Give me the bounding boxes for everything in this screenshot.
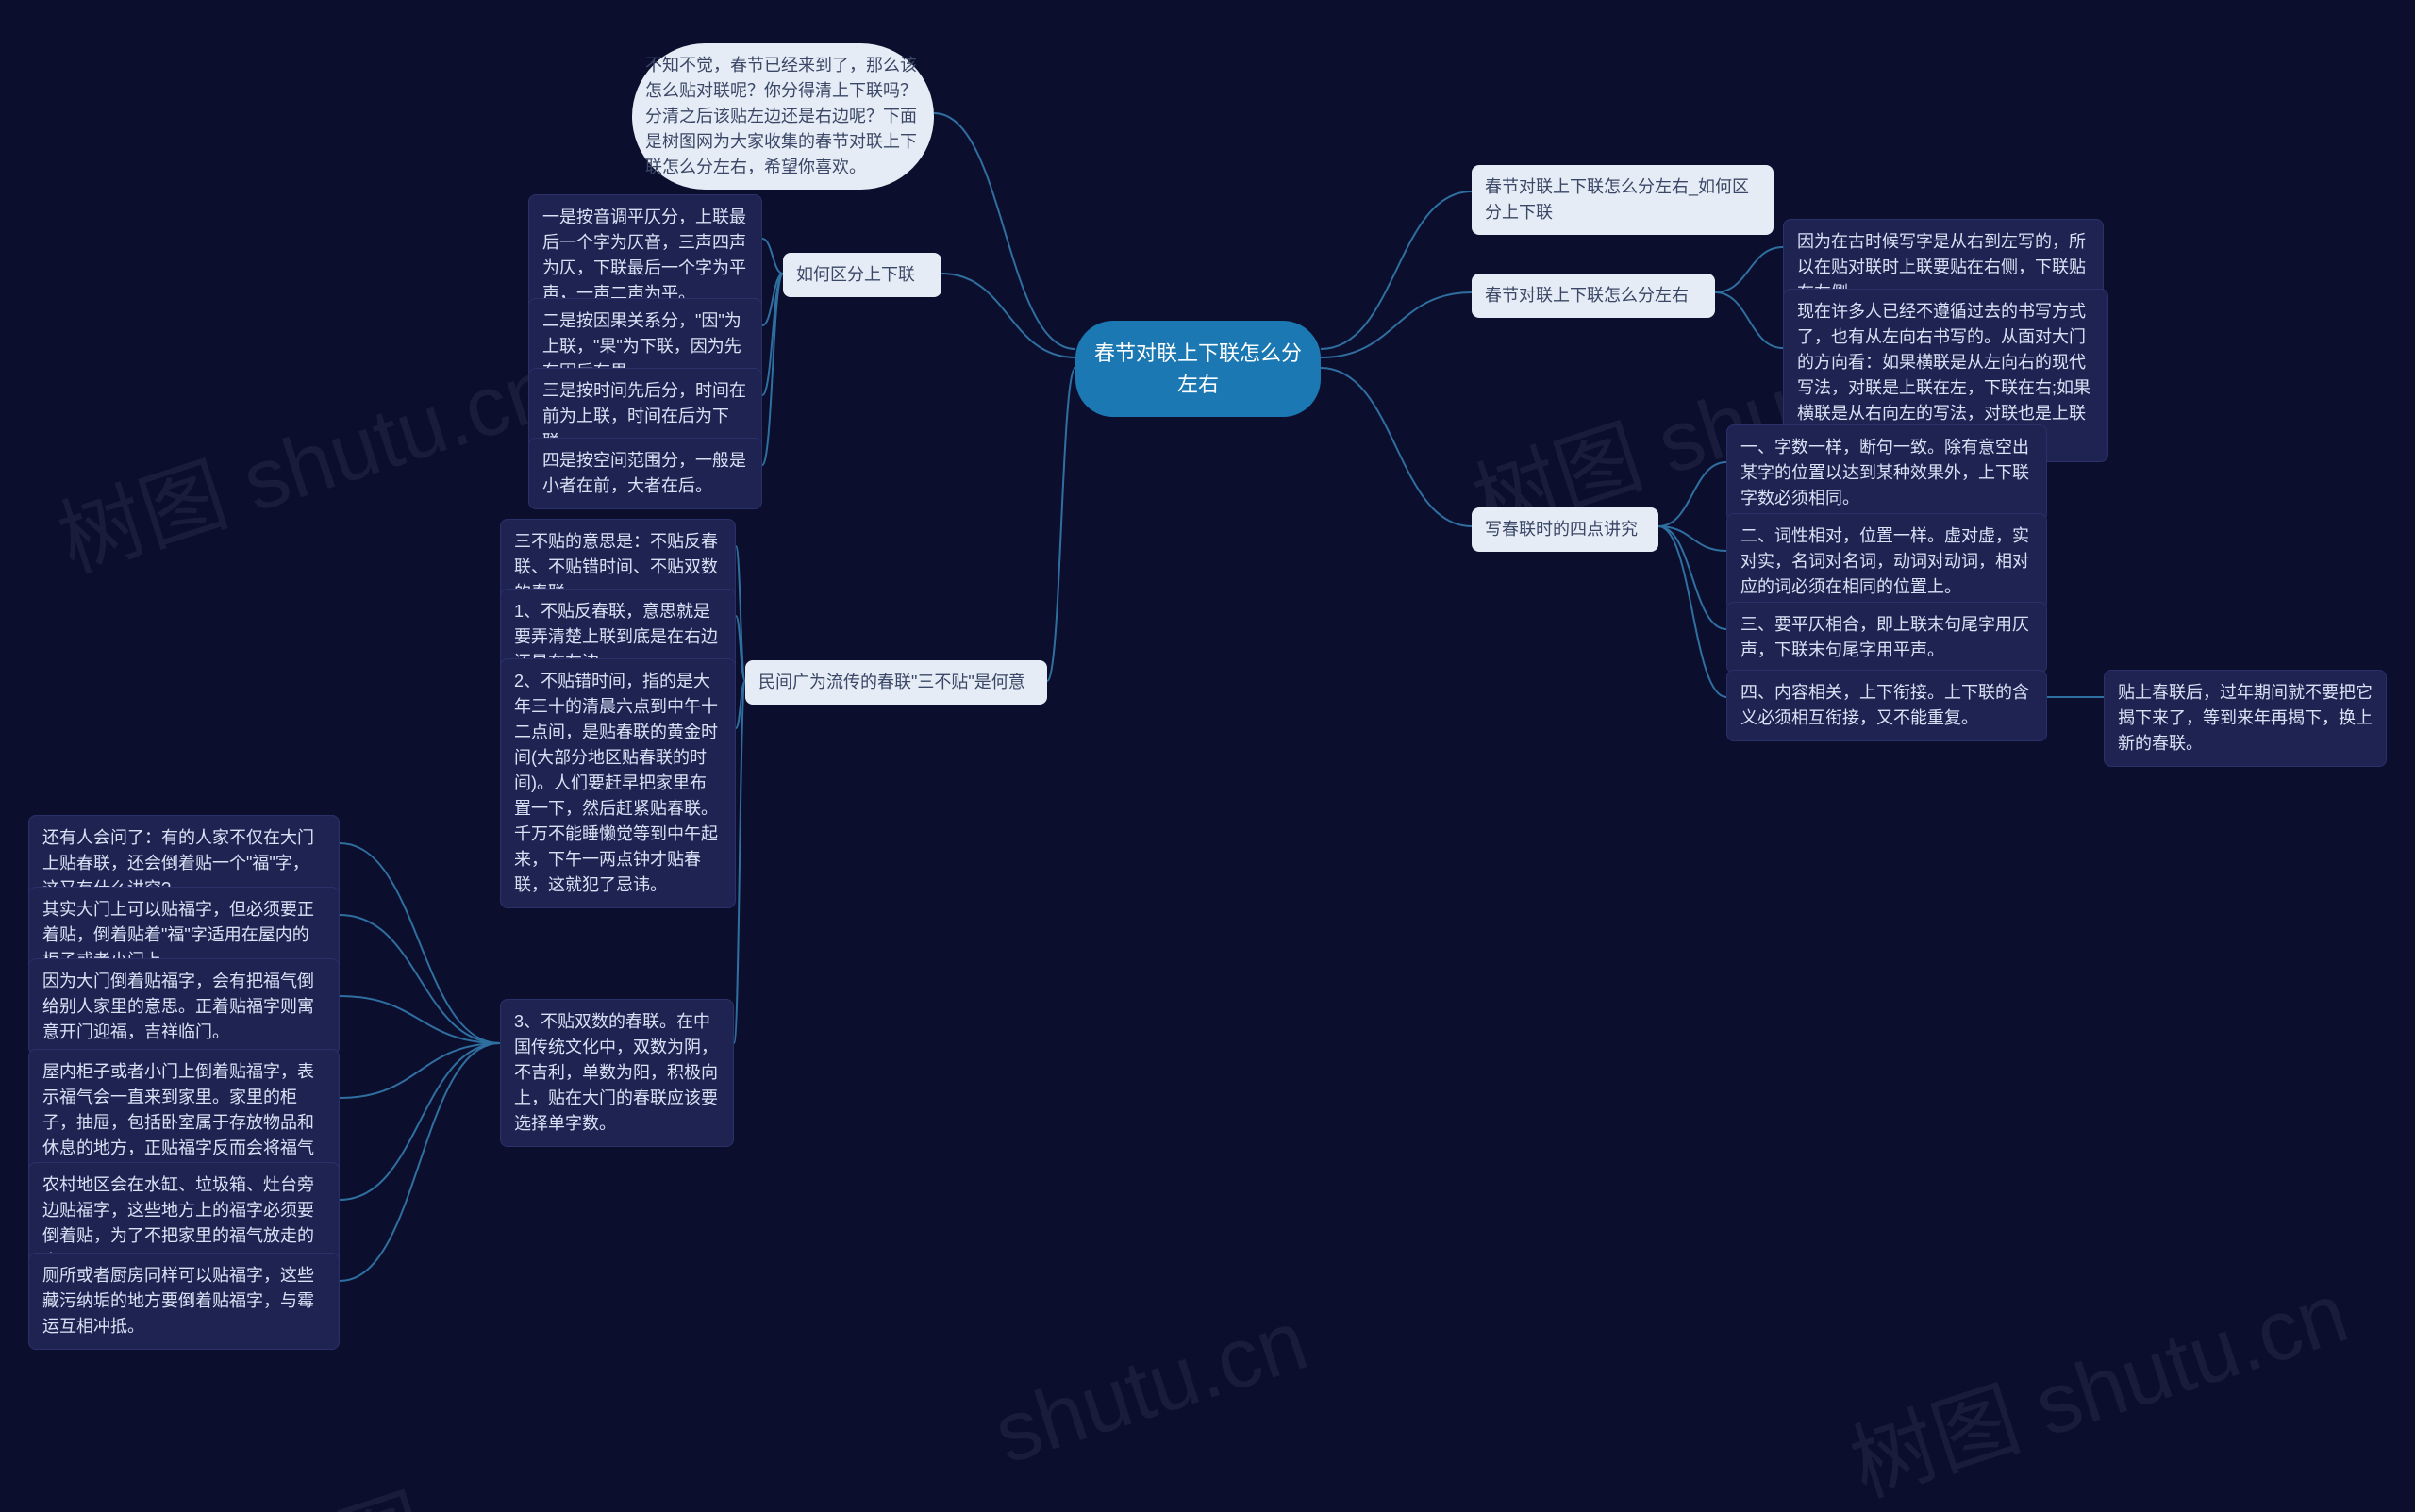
connector <box>340 996 500 1043</box>
connector <box>1658 462 1726 526</box>
leaf-l1d[interactable]: 四是按空间范围分，一般是小者在前，大者在后。 <box>528 438 762 509</box>
leaf-r3b[interactable]: 二、词性相对，位置一样。虚对虚，实对实，名词对名词，动词对动词，相对应的词必须在… <box>1726 513 2047 610</box>
leaf-l2d[interactable]: 3、不贴双数的春联。在中国传统文化中，双数为阴，不吉利，单数为阳，积极向上，贴在… <box>500 999 734 1147</box>
branch-r2[interactable]: 春节对联上下联怎么分左右 <box>1472 274 1715 318</box>
leaf-r3a[interactable]: 一、字数一样，断句一致。除有意空出某字的位置以达到某种效果外，上下联字数必须相同… <box>1726 424 2047 522</box>
connector <box>340 915 500 1043</box>
connector <box>736 681 745 728</box>
branch-r3[interactable]: 写春联时的四点讲究 <box>1472 507 1658 552</box>
branch-l0[interactable]: 不知不觉，春节已经来到了，那么该怎么贴对联呢？你分得清上下联吗？分清之后该贴左边… <box>632 43 934 190</box>
connector <box>762 274 783 465</box>
connector <box>762 274 783 325</box>
connector <box>1321 292 1472 357</box>
watermark: 树图 shutu.cn <box>41 320 568 595</box>
connector <box>736 546 745 681</box>
connector <box>941 274 1075 357</box>
leaf-l2d6[interactable]: 厕所或者厨房同样可以贴福字，这些藏污纳垢的地方要倒着贴福字，与霉运互相冲抵。 <box>28 1253 340 1350</box>
branch-l1[interactable]: 如何区分上下联 <box>783 253 941 297</box>
connector <box>340 1043 500 1200</box>
connector <box>1321 368 1472 526</box>
branch-l2[interactable]: 民间广为流传的春联"三不贴"是何意 <box>745 660 1047 705</box>
connector <box>736 616 745 681</box>
leaf-l2d3[interactable]: 因为大门倒着贴福字，会有把福气倒给别人家里的意思。正着贴福字则寓意开门迎福，吉祥… <box>28 958 340 1055</box>
leaf-l2c[interactable]: 2、不贴错时间，指的是大年三十的清晨六点到中午十二点间，是贴春联的黄金时间(大部… <box>500 658 736 908</box>
connector <box>340 1043 500 1098</box>
center-node[interactable]: 春节对联上下联怎么分左右 <box>1075 321 1321 417</box>
connector <box>1658 526 1726 629</box>
watermark: shutu.cn <box>983 1292 1318 1484</box>
leaf-r3c[interactable]: 三、要平仄相合，即上联末句尾字用仄声，下联末句尾字用平声。 <box>1726 602 2047 673</box>
connector <box>1658 526 1726 551</box>
connector <box>1715 292 1783 348</box>
branch-r1[interactable]: 春节对联上下联怎么分左右_如何区分上下联 <box>1472 165 1774 235</box>
connector <box>1658 526 1726 697</box>
connector <box>340 1043 500 1281</box>
watermark: 树图 shutu.cn <box>1833 1244 2360 1512</box>
connector <box>762 239 783 274</box>
connector <box>340 843 500 1043</box>
watermark: 树图 <box>240 1457 439 1512</box>
connector <box>934 113 1075 349</box>
leaf-r3d[interactable]: 四、内容相关，上下衔接。上下联的含义必须相互衔接，又不能重复。 <box>1726 670 2047 741</box>
connector <box>1715 247 1783 292</box>
connector <box>1321 191 1472 349</box>
connector <box>762 274 783 395</box>
connector <box>1047 368 1075 681</box>
leaf-r3d1[interactable]: 贴上春联后，过年期间就不要把它揭下来了，等到来年再揭下，换上新的春联。 <box>2104 670 2387 767</box>
